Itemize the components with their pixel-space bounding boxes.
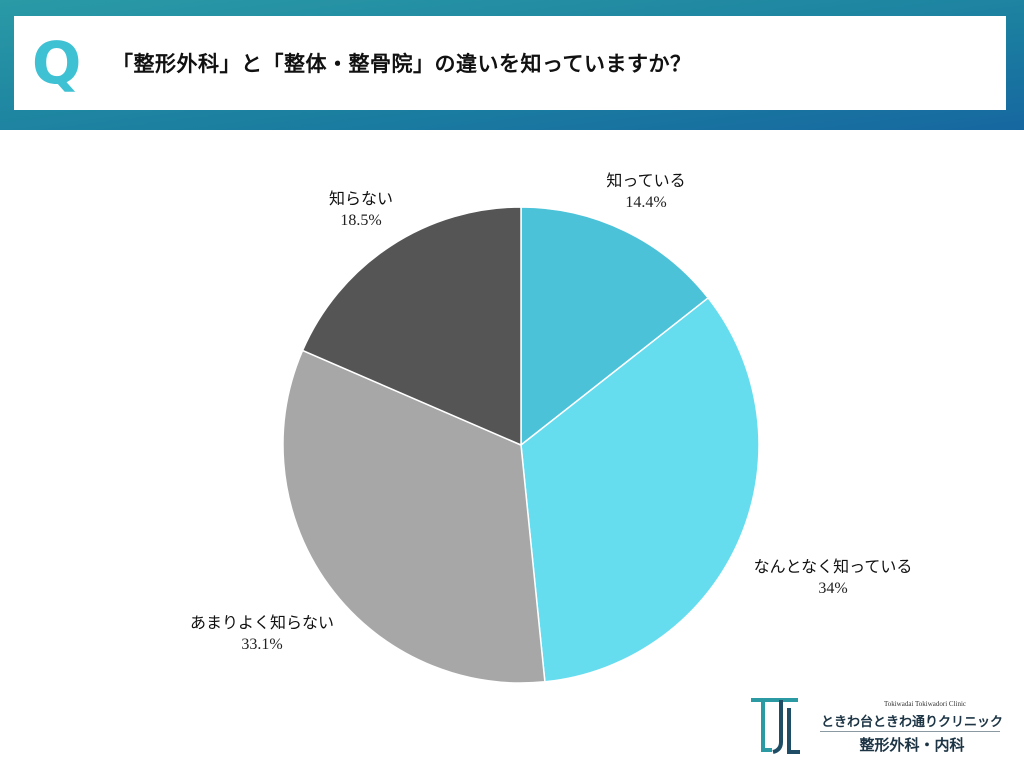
slice-label: 知らない (329, 189, 393, 208)
q-mark: Q (32, 29, 82, 97)
slice-label: あまりよく知らない (190, 613, 334, 632)
clinic-name: ときわ台ときわ通りクリニック (820, 715, 1003, 730)
slice-value-label: 18.5% (340, 212, 381, 229)
pie-slice (520, 296, 760, 683)
pie-slice (301, 206, 522, 447)
slice-value-label: 14.4% (625, 194, 666, 211)
slice-label: 知っている (606, 171, 685, 190)
slice-value-label: 34% (818, 580, 847, 597)
clinic-subtitle: Tokiwadai Tokiwadori Clinic (883, 700, 967, 708)
slice-label: なんとなく知っている (754, 557, 913, 576)
question-header: Q 「整形外科」と「整体・整骨院」の違いを知っていますか？ (14, 16, 1006, 110)
pie-chart: 知っている 14.4% なんとなく知っている 34% あまりよく知らない 33.1% 知らな… (190, 171, 913, 684)
logo-divider (820, 731, 1000, 732)
slice-value-label: 33.1% (241, 636, 282, 653)
pie-slice (282, 349, 546, 684)
clinic-tl-logo-icon (751, 698, 800, 754)
question-title: 「整形外科」と「整体・整骨院」の違いを知っていますか？ (112, 52, 692, 76)
clinic-department: 整形外科・内科 (859, 736, 965, 754)
pie-slice (520, 206, 710, 447)
